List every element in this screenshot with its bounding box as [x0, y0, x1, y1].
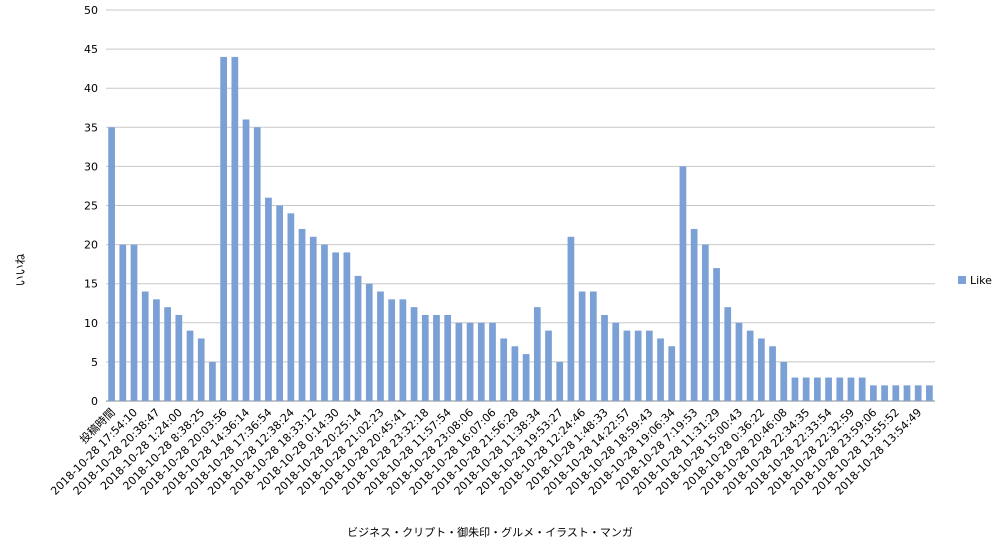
- bar: [388, 299, 396, 401]
- bar: [231, 56, 239, 402]
- bar: [926, 385, 933, 401]
- y-tick-label: 5: [91, 356, 98, 369]
- bar: [780, 361, 788, 401]
- bar: [477, 322, 485, 401]
- bar: [466, 322, 474, 401]
- y-tick-label: 35: [84, 121, 98, 134]
- bar: [634, 330, 642, 401]
- bar: [309, 236, 317, 401]
- bar: [713, 268, 720, 401]
- bar: [870, 385, 877, 401]
- bar: [769, 346, 776, 401]
- bar: [209, 361, 216, 401]
- bar: [242, 119, 250, 401]
- bar: [298, 228, 306, 401]
- bar: [365, 283, 373, 401]
- bar: [847, 377, 855, 401]
- bar: [108, 127, 115, 402]
- bar: [657, 338, 664, 401]
- bar: [679, 166, 687, 401]
- bar: [332, 252, 340, 401]
- bar: [197, 338, 205, 401]
- y-tick-label: 10: [84, 317, 98, 330]
- bar: [836, 377, 844, 401]
- bar: [690, 228, 698, 401]
- y-tick-label: 50: [84, 4, 98, 17]
- y-tick-label: 40: [84, 82, 98, 95]
- bar: [421, 314, 429, 401]
- y-tick-label: 20: [84, 239, 98, 252]
- bar: [130, 244, 138, 401]
- bar: [253, 127, 261, 402]
- bar: [623, 330, 631, 401]
- bar: [444, 314, 452, 401]
- bar: [746, 330, 754, 401]
- bar: [455, 322, 463, 401]
- bar: [399, 299, 407, 401]
- bar: [141, 291, 149, 401]
- bar: [735, 322, 743, 401]
- bar: [489, 322, 496, 401]
- bar: [276, 205, 284, 401]
- bar: [757, 338, 765, 401]
- bar: [892, 385, 900, 401]
- y-tick-label: 45: [84, 43, 98, 56]
- bar: [825, 377, 832, 401]
- y-axis-title: いいね: [14, 254, 27, 287]
- bar: [533, 307, 541, 401]
- bar: [545, 330, 552, 401]
- y-tick-label: 15: [84, 278, 98, 291]
- bar: [612, 322, 620, 401]
- bar: [377, 291, 384, 401]
- legend-swatch: [958, 276, 966, 284]
- bar: [858, 377, 866, 401]
- bar: [410, 307, 418, 401]
- bar: [724, 307, 732, 401]
- bar: [814, 377, 821, 401]
- bar: [914, 385, 922, 401]
- bar: [511, 346, 519, 401]
- bar: [881, 385, 888, 401]
- y-tick-label: 0: [91, 395, 98, 408]
- bar: [791, 377, 799, 401]
- bar: [645, 330, 653, 401]
- bar: [343, 252, 351, 401]
- bar: [287, 213, 295, 401]
- bar: [220, 56, 227, 402]
- bar: [500, 338, 508, 401]
- bar: [567, 236, 575, 401]
- bar: [578, 291, 586, 401]
- bar: [601, 314, 608, 401]
- bar: [321, 244, 328, 401]
- bar: [433, 314, 440, 401]
- bar: [164, 307, 171, 401]
- bar: [589, 291, 597, 401]
- x-axis-title: ビジネス・クリプト・御朱印・グルメ・イラスト・マンガ: [347, 525, 633, 539]
- legend-label: Like: [970, 274, 992, 287]
- bar: [556, 361, 564, 401]
- bar: [175, 314, 183, 401]
- bar: [701, 244, 709, 401]
- bar: [153, 299, 160, 401]
- bar: [265, 197, 272, 401]
- bar: [668, 346, 676, 401]
- y-tick-label: 30: [84, 160, 98, 173]
- bar: [903, 385, 911, 401]
- bar: [186, 330, 194, 401]
- y-tick-label: 25: [84, 200, 98, 213]
- bar: [354, 275, 362, 401]
- bar: [119, 244, 127, 401]
- bar: [802, 377, 810, 401]
- bar: [522, 354, 530, 401]
